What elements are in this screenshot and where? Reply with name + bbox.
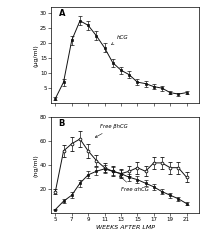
Text: Free βhCG: Free βhCG — [95, 124, 128, 137]
X-axis label: WEEKS AFTER LMP: WEEKS AFTER LMP — [95, 225, 154, 230]
Text: Free αhCG: Free αhCG — [119, 176, 148, 192]
Text: A: A — [58, 9, 65, 18]
Y-axis label: (μg/ml): (μg/ml) — [33, 44, 39, 67]
Text: B: B — [58, 119, 65, 128]
Text: hCG: hCG — [111, 35, 128, 45]
Y-axis label: (ng/ml): (ng/ml) — [33, 154, 39, 177]
